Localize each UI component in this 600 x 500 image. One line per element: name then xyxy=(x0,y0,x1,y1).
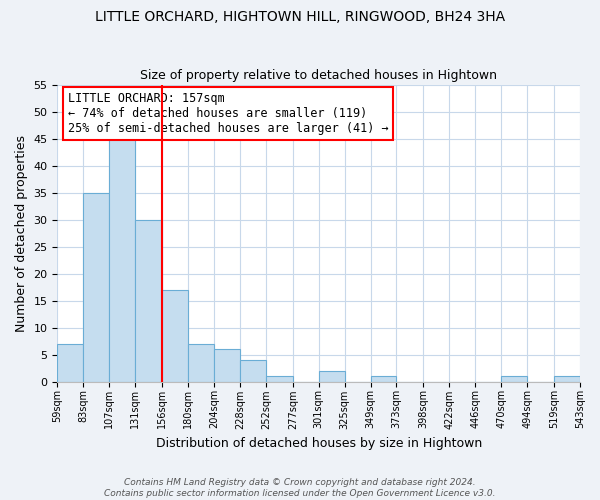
Bar xyxy=(214,349,240,382)
Title: Size of property relative to detached houses in Hightown: Size of property relative to detached ho… xyxy=(140,69,497,82)
Bar xyxy=(266,376,293,382)
Text: LITTLE ORCHARD: 157sqm
← 74% of detached houses are smaller (119)
25% of semi-de: LITTLE ORCHARD: 157sqm ← 74% of detached… xyxy=(68,92,388,135)
Bar xyxy=(135,220,162,382)
Bar xyxy=(319,370,344,382)
Text: Contains HM Land Registry data © Crown copyright and database right 2024.
Contai: Contains HM Land Registry data © Crown c… xyxy=(104,478,496,498)
Bar xyxy=(371,376,397,382)
Bar xyxy=(240,360,266,382)
Bar xyxy=(58,344,83,382)
X-axis label: Distribution of detached houses by size in Hightown: Distribution of detached houses by size … xyxy=(155,437,482,450)
Bar xyxy=(109,133,135,382)
Y-axis label: Number of detached properties: Number of detached properties xyxy=(15,134,28,332)
Bar xyxy=(501,376,527,382)
Bar xyxy=(554,376,580,382)
Text: LITTLE ORCHARD, HIGHTOWN HILL, RINGWOOD, BH24 3HA: LITTLE ORCHARD, HIGHTOWN HILL, RINGWOOD,… xyxy=(95,10,505,24)
Bar xyxy=(162,290,188,382)
Bar xyxy=(188,344,214,382)
Bar xyxy=(83,192,109,382)
